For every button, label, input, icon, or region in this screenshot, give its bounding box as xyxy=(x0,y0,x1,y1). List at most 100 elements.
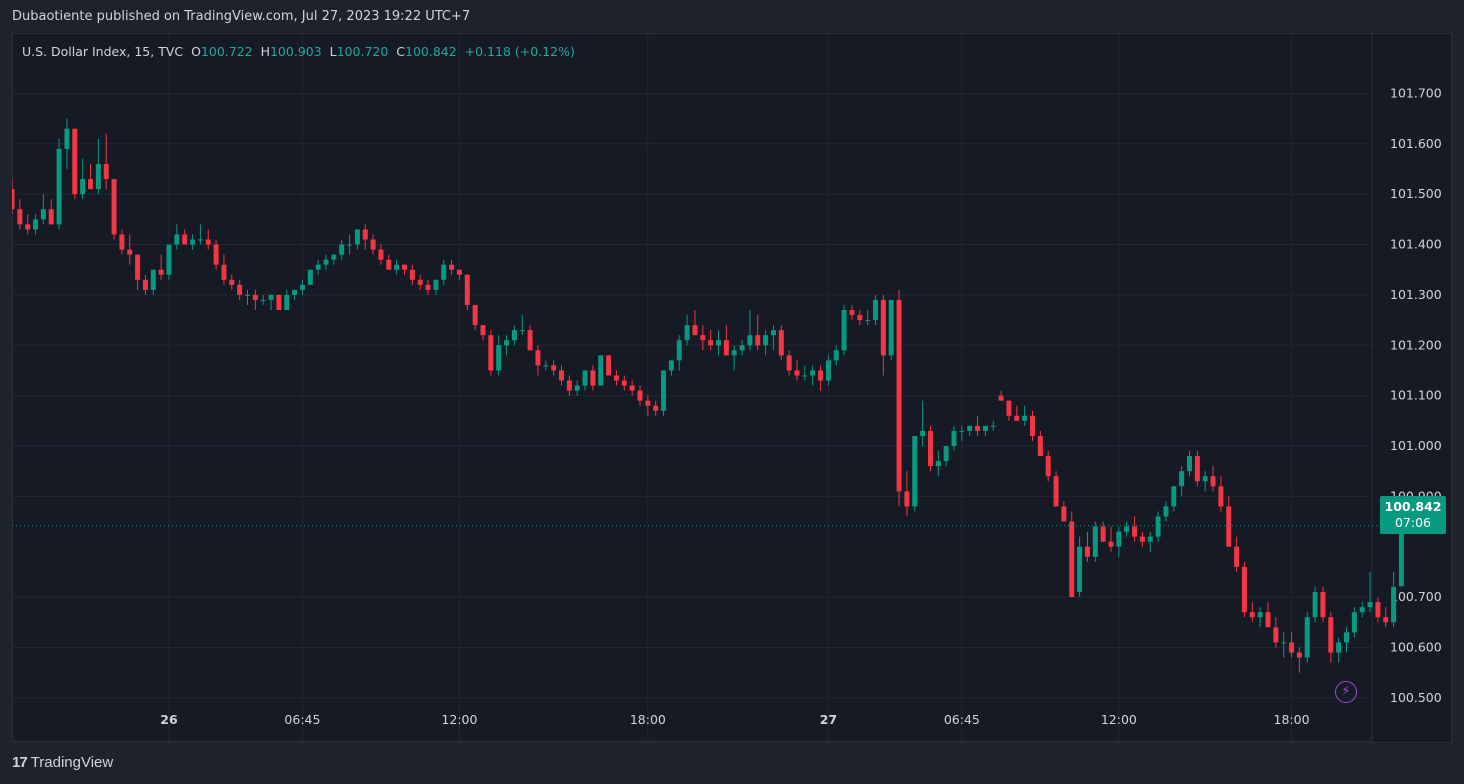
candle-body xyxy=(135,254,141,280)
candle-body xyxy=(190,239,196,245)
candle-body xyxy=(1053,476,1059,507)
candle-body xyxy=(1336,642,1342,653)
candle xyxy=(1030,410,1035,441)
ohlc-legend: U.S. Dollar Index, 15, TVC O 100.722 H 100… xyxy=(22,44,575,59)
candle xyxy=(1344,627,1349,653)
candle xyxy=(299,279,305,295)
candle-body xyxy=(95,163,101,190)
candle xyxy=(276,294,282,311)
candle xyxy=(237,279,243,300)
candle-body xyxy=(1084,546,1090,557)
lightning-icon[interactable]: ⚡ xyxy=(1335,681,1357,703)
candle-body xyxy=(229,279,235,285)
candle xyxy=(982,425,988,436)
candle-body xyxy=(174,234,180,245)
candle-body xyxy=(990,425,996,427)
candle xyxy=(959,425,965,441)
candle xyxy=(1320,587,1326,623)
candle-body xyxy=(1014,415,1020,421)
candle-body xyxy=(1132,526,1138,537)
candle xyxy=(676,335,682,371)
candle-body xyxy=(755,335,761,346)
candle xyxy=(1265,602,1271,628)
candle xyxy=(323,254,329,270)
candle-body xyxy=(103,163,109,180)
candle xyxy=(849,304,855,321)
candle xyxy=(621,375,627,391)
candle-body xyxy=(668,360,674,371)
candle xyxy=(927,425,933,472)
candle xyxy=(284,289,290,311)
candle-body xyxy=(472,304,478,326)
candle-body xyxy=(535,350,541,366)
legend-high-value: 100.903 xyxy=(269,44,322,59)
candle xyxy=(692,310,698,336)
candle xyxy=(72,128,78,200)
candle-body xyxy=(197,239,203,241)
candle xyxy=(488,330,494,376)
candle xyxy=(1273,617,1279,648)
candle xyxy=(64,118,70,169)
candle xyxy=(354,229,360,250)
footer-brand[interactable]: 17 TradingView xyxy=(12,754,113,771)
candle-body xyxy=(1061,506,1067,522)
candle-body xyxy=(307,269,313,285)
chart-frame[interactable] xyxy=(12,33,1452,743)
y-tick-label: 101.600 xyxy=(1390,136,1442,151)
candle-body xyxy=(1194,456,1200,482)
candle-body xyxy=(1312,592,1318,618)
candle xyxy=(606,355,612,376)
candle-body xyxy=(566,380,572,391)
candlestick-chart[interactable]: 101.700 101.600 101.500 101.400 101.300 101.2… xyxy=(12,33,1452,743)
candle-body xyxy=(252,294,258,300)
candle-body xyxy=(496,345,502,371)
candle xyxy=(1108,526,1114,552)
candle-body xyxy=(731,350,737,356)
candle xyxy=(347,234,353,255)
candle xyxy=(723,325,729,356)
candle xyxy=(653,400,659,416)
candle-body xyxy=(716,340,721,346)
candle xyxy=(951,425,957,452)
candle xyxy=(559,365,564,386)
candle-body xyxy=(276,294,282,311)
legend-symbol: U.S. Dollar Index, 15, TVC xyxy=(22,44,184,59)
candle xyxy=(1241,561,1247,618)
candle-body xyxy=(504,340,510,346)
candle xyxy=(292,289,298,300)
candle-body xyxy=(354,229,360,245)
candle xyxy=(629,380,635,396)
candle xyxy=(1187,451,1192,477)
candle xyxy=(1124,521,1130,537)
candle xyxy=(990,420,996,431)
candle-body xyxy=(1139,536,1145,542)
bar-countdown: 07:06 xyxy=(1394,515,1432,530)
candle xyxy=(56,138,62,230)
candle-body xyxy=(590,370,596,386)
candle-body xyxy=(33,219,39,230)
candle xyxy=(700,325,706,351)
candle xyxy=(1383,607,1389,628)
candle-body xyxy=(959,430,965,432)
candle-body xyxy=(661,370,667,411)
legend-low-label: L xyxy=(329,44,337,59)
candle xyxy=(1132,516,1138,542)
candle-body xyxy=(339,244,345,255)
candle-body xyxy=(1367,602,1373,608)
candle-body xyxy=(967,425,973,431)
candle xyxy=(1249,602,1255,623)
candle-body xyxy=(998,395,1004,401)
candle-body xyxy=(1077,546,1083,593)
candle xyxy=(873,294,878,326)
candle-body xyxy=(1030,415,1035,436)
candle xyxy=(103,133,109,190)
candle xyxy=(496,335,502,376)
candle xyxy=(1092,521,1098,562)
candle xyxy=(739,340,745,356)
candle xyxy=(1147,531,1153,552)
candle-body xyxy=(896,299,902,492)
candle-body xyxy=(935,461,941,467)
candle-body xyxy=(598,355,604,386)
candle-body xyxy=(1351,612,1357,633)
candle xyxy=(417,274,423,290)
